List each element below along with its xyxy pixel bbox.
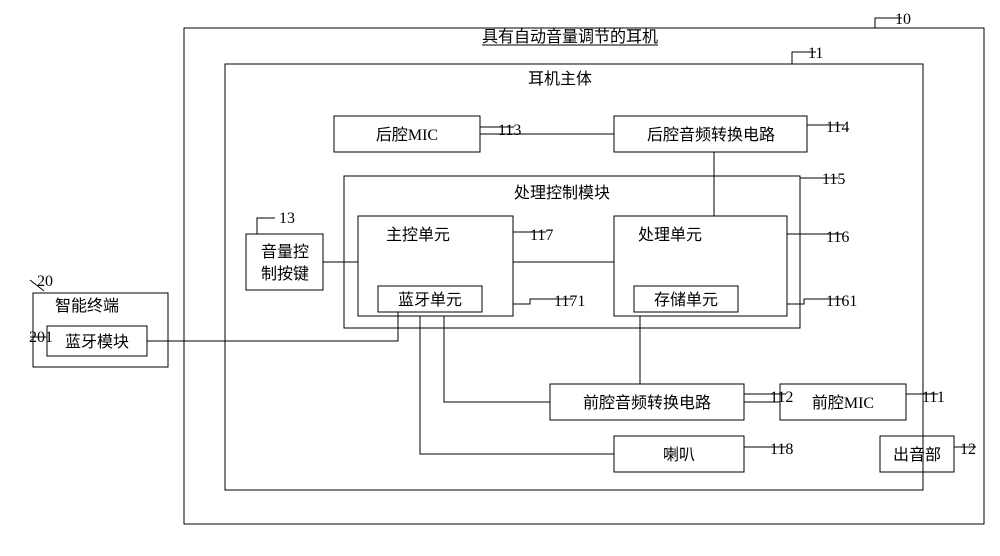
main-ctrl-label: 主控单元 (386, 226, 450, 244)
vol-key-label-1: 音量控 (261, 243, 309, 261)
sound-out-label: 出音部 (893, 446, 941, 464)
vol-key-label-2: 制按键 (261, 265, 309, 283)
bt-mod-label: 蓝牙模块 (65, 333, 129, 351)
id-12: 12 (960, 441, 976, 458)
body-box (225, 64, 923, 490)
proc-unit-label: 处理单元 (638, 226, 702, 244)
proc-mod-title: 处理控制模块 (514, 184, 610, 202)
id-117: 117 (530, 227, 553, 244)
speaker-label: 喇叭 (663, 446, 695, 464)
conn-main-ctrl-to-front-conv (444, 316, 550, 402)
id-113: 113 (498, 122, 521, 139)
id-115: 115 (822, 171, 845, 188)
bt-unit-label: 蓝牙单元 (398, 291, 462, 309)
diagram-canvas: 具有自动音量调节的耳机耳机主体处理控制模块 后腔MIC 后腔音频转换电路主控单元蓝牙… (0, 0, 1000, 556)
rear-conv-label: 后腔音频转换电路 (647, 126, 775, 144)
id-118: 118 (770, 441, 793, 458)
rear-mic-label: 后腔MIC (376, 126, 438, 144)
id-116: 116 (826, 229, 849, 246)
id-1161: 1161 (826, 293, 857, 310)
id-112: 112 (770, 389, 793, 406)
conn-main-ctrl-to-speaker (420, 316, 614, 454)
diagram-title: 具有自动音量调节的耳机 (482, 28, 658, 46)
id-13: 13 (279, 210, 295, 227)
front-mic-label: 前腔MIC (812, 394, 874, 412)
id-20: 20 (37, 273, 53, 290)
smart-term-label: 智能终端 (55, 297, 119, 315)
store-unit-label: 存储单元 (654, 291, 718, 309)
id-111: 111 (922, 389, 945, 406)
front-conv-label: 前腔音频转换电路 (583, 394, 711, 412)
id-201: 201 (29, 329, 53, 346)
id-10: 10 (895, 11, 911, 28)
id-1171: 1171 (554, 293, 585, 310)
id-114: 114 (826, 119, 849, 136)
conn-lead-vol-key (257, 218, 275, 234)
body-title: 耳机主体 (528, 70, 592, 88)
id-11: 11 (808, 45, 823, 62)
